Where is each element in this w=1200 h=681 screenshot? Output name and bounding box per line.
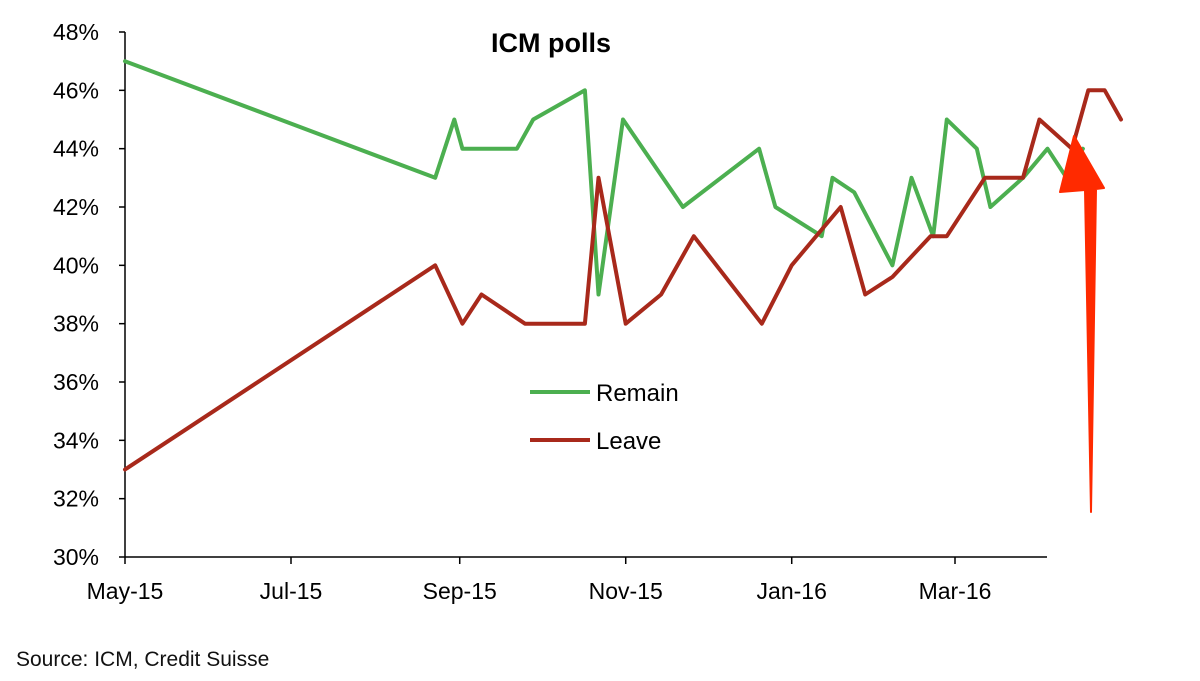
series-lines (123, 59, 1123, 472)
y-tick-label: 36% (53, 369, 99, 395)
y-tick-label: 42% (53, 194, 99, 220)
x-tick-label: Mar-16 (919, 578, 992, 604)
series-line-remain (123, 59, 1085, 297)
x-tick-label: Sep-15 (423, 578, 497, 604)
y-axis-ticks: 30% 32% 34% 36% 38% 40% 42% 44% 46% 48% (53, 19, 125, 570)
legend: Remain Leave (530, 380, 679, 455)
arrow-icon (1059, 135, 1105, 513)
y-tick-label: 40% (53, 252, 99, 278)
source-note: Source: ICM, Credit Suisse (16, 648, 270, 671)
legend-label-remain: Remain (596, 380, 679, 407)
legend-label-leave: Leave (596, 428, 661, 455)
x-tick-label: Nov-15 (589, 578, 663, 604)
annotation-arrow (1059, 135, 1105, 513)
y-tick-label: 46% (53, 77, 99, 103)
chart-title: ICM polls (491, 28, 611, 58)
y-tick-label: 34% (53, 427, 99, 453)
y-tick-label: 44% (53, 136, 99, 162)
x-axis-ticks: May-15 Jul-15 Sep-15 Nov-15 Jan-16 Mar-16 (87, 557, 992, 604)
x-tick-label: Jan-16 (757, 578, 827, 604)
series-line-leave (123, 88, 1123, 472)
y-tick-label: 32% (53, 486, 99, 512)
y-tick-label: 30% (53, 544, 99, 570)
x-tick-label: May-15 (87, 578, 164, 604)
x-tick-label: Jul-15 (260, 578, 323, 604)
y-tick-label: 38% (53, 311, 99, 337)
y-tick-label: 48% (53, 19, 99, 45)
